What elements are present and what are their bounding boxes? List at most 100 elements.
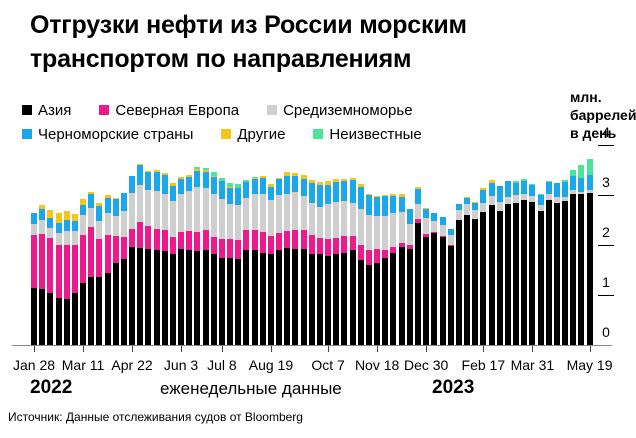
bar-segment <box>104 212 111 235</box>
bar-segment <box>480 190 487 203</box>
bar-segment <box>480 187 487 190</box>
bar-segment <box>31 224 37 235</box>
bar-segment <box>186 174 193 177</box>
bar-segment <box>521 194 528 200</box>
bar-segment <box>227 257 234 345</box>
bar-segment <box>521 200 528 345</box>
x-tick-label: Dec 30 <box>403 357 449 373</box>
bar-segment <box>71 292 78 345</box>
bar-segment <box>120 236 127 259</box>
bar-segment <box>243 180 250 182</box>
bar-segment <box>276 232 283 250</box>
bar-segment <box>300 195 307 230</box>
bar-segment <box>300 175 307 179</box>
bar-segment <box>267 184 274 187</box>
bar-segment <box>137 165 144 185</box>
bar-segment <box>202 187 209 230</box>
bar-segment <box>96 220 103 239</box>
legend-item-other: Другие <box>221 126 285 143</box>
legend-label: Северная Европа <box>115 101 240 119</box>
bar-segment <box>357 186 364 209</box>
bar <box>333 179 340 345</box>
bar-segment <box>472 219 479 345</box>
bar-segment <box>39 233 46 289</box>
bar-segment <box>398 196 405 212</box>
x-tick-label: Aug 19 <box>248 357 294 373</box>
bar-segment <box>325 181 332 185</box>
legend-label: Неизвестные <box>329 125 422 143</box>
bar-segment <box>235 205 242 240</box>
bar-segment <box>349 202 356 236</box>
bar-segment <box>284 247 291 345</box>
bar <box>513 181 520 345</box>
bar-segment <box>178 179 185 194</box>
bar-segment <box>431 232 438 345</box>
bar-segment <box>194 170 201 187</box>
bar-segment <box>513 182 520 195</box>
bar-segment <box>398 194 405 197</box>
bar-segment <box>161 251 168 345</box>
bar-segment <box>63 231 70 245</box>
bar-segment <box>529 201 536 345</box>
bar-segment <box>145 170 152 172</box>
bar-segment <box>578 177 585 192</box>
bar-segment <box>112 216 119 236</box>
bar-segment <box>80 199 87 205</box>
bar-segment <box>210 175 217 177</box>
bar-segment <box>488 180 495 183</box>
bar <box>365 194 372 345</box>
legend-swatch-icon <box>313 129 324 139</box>
bar-segment <box>496 186 503 202</box>
bar-segment <box>129 229 136 247</box>
bar-segment <box>218 181 225 199</box>
bar-segment <box>537 195 544 205</box>
bar-segment <box>161 230 168 251</box>
bar <box>349 177 356 345</box>
bar-segment <box>365 265 372 345</box>
bar-segment <box>259 175 266 178</box>
bar-segment <box>316 254 323 345</box>
bar-segment <box>137 185 144 222</box>
bar-segment <box>545 181 552 194</box>
bar-segment <box>316 237 323 254</box>
bar-segment <box>137 247 144 345</box>
bar-segment <box>586 159 593 175</box>
bar-segment <box>341 201 348 236</box>
legend-label: Азия <box>38 101 72 119</box>
bar-segment <box>325 185 332 204</box>
x-tick-label: Oct 7 <box>311 357 345 373</box>
bar-segment <box>570 170 577 176</box>
unit-line: в день <box>570 125 617 141</box>
bar-segment <box>578 191 585 194</box>
x-tick-mark <box>426 346 428 352</box>
bar <box>382 194 389 345</box>
bar-segment <box>570 190 577 194</box>
bar-segment <box>578 165 585 178</box>
x-tick-label: Jul 8 <box>207 357 237 373</box>
x-tick-mark <box>483 346 485 352</box>
x-tick-mark <box>589 346 591 352</box>
bar <box>88 191 95 345</box>
x-tick-label: Jun 3 <box>163 357 199 373</box>
bar-segment <box>390 212 397 247</box>
bar-segment <box>349 236 356 250</box>
bar-segment <box>71 221 78 231</box>
bar-segment <box>218 177 225 181</box>
bar-segment <box>227 238 234 258</box>
bar-segment <box>227 203 234 239</box>
y-tick-mark <box>598 295 614 296</box>
bar-segment <box>537 211 544 345</box>
x-tick-label: May 19 <box>566 357 613 373</box>
bar <box>227 183 234 345</box>
bar-segment <box>464 197 470 198</box>
bar-segment <box>447 246 454 345</box>
bar <box>488 180 495 345</box>
legend-item-black-sea: Черноморские страны <box>22 126 193 143</box>
bar-segment <box>488 182 495 196</box>
bar-segment <box>447 229 454 235</box>
bar-segment <box>178 249 185 345</box>
bar-segment <box>382 194 389 196</box>
bar-segment <box>129 246 136 345</box>
year-label-end: 2023 <box>432 377 475 398</box>
